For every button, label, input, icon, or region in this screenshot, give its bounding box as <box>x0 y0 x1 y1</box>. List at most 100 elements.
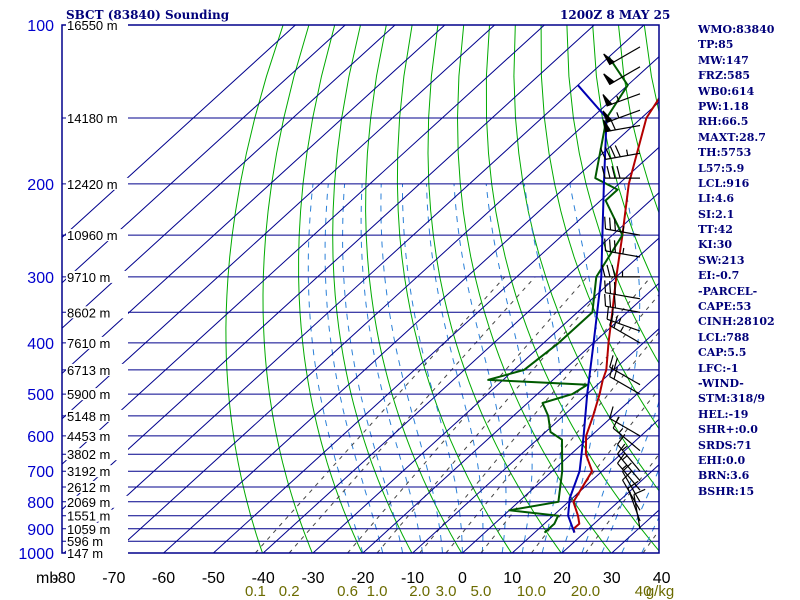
wind-barb-half-flag <box>622 247 625 255</box>
wind-barb <box>603 46 641 66</box>
index-item: LCL:916 <box>698 176 750 190</box>
temperature-tick-label: -40 <box>252 570 275 587</box>
wind-barb-flag <box>601 264 606 278</box>
wind-barb-staff <box>605 250 641 258</box>
index-item: WB0:614 <box>698 84 755 98</box>
index-item: TH:5753 <box>698 146 752 160</box>
wind-barb-flag <box>609 364 614 377</box>
isotherm <box>62 25 446 375</box>
mixing-ratio-unit-label: g/kg <box>646 583 674 600</box>
height-label: 10960 m <box>67 228 118 243</box>
wind-barb-staff <box>633 494 641 529</box>
temperature-tick-label: -20 <box>351 570 374 587</box>
index-item: WMO:83840 <box>698 23 775 36</box>
sounding-datetime: 1200Z 8 MAY 25 <box>560 8 671 22</box>
height-label-bg <box>66 429 128 442</box>
index-item: SW:213 <box>698 253 745 267</box>
temperature-tick-label: 20 <box>553 570 571 587</box>
height-label: 2612 m <box>67 480 110 495</box>
height-label-bg <box>66 112 128 124</box>
wind-barb-flag <box>633 488 646 495</box>
index-item: CAP:5.5 <box>698 346 747 360</box>
wind-barb-staff <box>605 124 641 133</box>
mixing-ratio-line <box>255 276 506 553</box>
moist-adiabat <box>360 183 424 553</box>
isotherm <box>113 56 659 553</box>
height-label-bg <box>66 336 128 349</box>
pressure-tick-label: 800 <box>27 495 54 512</box>
temperature-tick-label: 0 <box>458 570 467 587</box>
height-label: 8602 m <box>67 305 110 320</box>
wind-barb-flag <box>604 216 607 230</box>
height-label: 4453 m <box>67 429 110 444</box>
index-item: SI:2.1 <box>698 207 735 221</box>
wind-barbs <box>599 46 646 529</box>
mixing-ratio-label: 0.1 <box>245 583 266 600</box>
pressure-tick-label: 300 <box>27 270 54 287</box>
wind-barb <box>603 66 641 86</box>
height-label: 1059 m <box>67 522 110 537</box>
temperature-tick-label: -70 <box>102 570 125 587</box>
wind-barb-half-flag <box>618 428 624 434</box>
index-item: SRDS:71 <box>698 438 752 452</box>
height-label: 14180 m <box>67 111 118 126</box>
wind-barb-flag <box>609 281 612 294</box>
wind-barb-staff <box>609 66 641 85</box>
wind-barb-flag <box>606 264 611 278</box>
index-item: LCL:788 <box>698 330 750 344</box>
dry-adiabat <box>566 25 659 365</box>
isotherm <box>62 25 396 329</box>
wind-barb-staff <box>609 366 641 386</box>
wind-barb-flag <box>609 118 616 131</box>
height-label-bg <box>66 409 128 422</box>
isotherm <box>213 146 659 553</box>
wind-barb-flag <box>604 293 607 307</box>
pressure-tick-label: 700 <box>27 464 54 481</box>
wind-barb-flag <box>622 462 632 472</box>
wind-barb-half-flag <box>626 149 629 156</box>
temperature-profile <box>572 96 659 533</box>
wind-barb-staff <box>605 292 641 300</box>
index-item: CAPE:53 <box>698 300 752 314</box>
wind-barb-staff <box>606 318 641 332</box>
index-item: TT:42 <box>698 223 733 237</box>
pressure-tick-label: 900 <box>27 522 54 539</box>
temperature-tick-label: 10 <box>503 570 521 587</box>
index-item: -WIND- <box>698 376 744 390</box>
height-label-bg <box>66 388 128 401</box>
wind-barb-pennant <box>602 119 612 133</box>
wind-barb <box>617 443 641 482</box>
dry-adiabat <box>427 25 562 553</box>
isotherm <box>62 25 595 511</box>
wind-barb-flag <box>613 282 616 295</box>
isotherm <box>62 25 346 284</box>
wind-barb <box>602 109 641 123</box>
height-label: 3802 m <box>67 447 110 462</box>
wind-barb <box>601 165 640 179</box>
moist-adiabat <box>641 516 659 553</box>
isotherm <box>362 282 659 553</box>
wind-barb <box>604 293 641 313</box>
pressure-tick-label: 1000 <box>18 546 54 563</box>
index-item: BSHR:15 <box>698 484 755 498</box>
wind-barb <box>609 364 641 395</box>
mixing-ratio-label: 3.0 <box>436 583 457 600</box>
dry-adiabat <box>332 25 413 553</box>
isotherm <box>163 101 659 553</box>
wind-barb <box>601 264 640 278</box>
wind-barb-half-flag <box>616 95 620 102</box>
index-item: PW:1.18 <box>698 99 749 113</box>
pressure-tick-label: 100 <box>27 18 54 35</box>
dry-adiabat <box>592 25 659 294</box>
height-label-bg <box>66 306 128 319</box>
wind-barb-flag <box>613 295 616 308</box>
moist-adiabat <box>426 183 484 553</box>
wind-barb-flag <box>613 367 618 380</box>
wind-barb <box>604 238 641 258</box>
height-label-bg <box>66 495 128 508</box>
dry-adiabat <box>773 25 800 564</box>
wind-barb-flag <box>599 147 607 160</box>
temperature-tick-label: 30 <box>603 570 621 587</box>
height-label: 596 m <box>67 534 103 549</box>
wind-barb-flag <box>609 313 614 326</box>
